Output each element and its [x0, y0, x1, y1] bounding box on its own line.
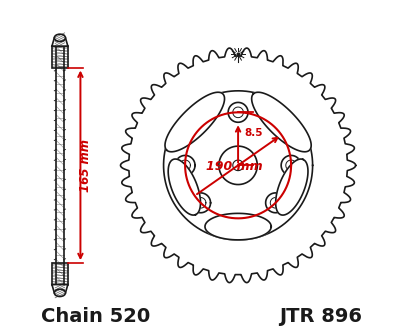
Text: 8.5: 8.5	[244, 128, 262, 138]
Polygon shape	[52, 38, 68, 46]
Polygon shape	[205, 213, 271, 240]
Polygon shape	[165, 92, 224, 152]
Polygon shape	[52, 285, 68, 293]
Polygon shape	[276, 159, 308, 215]
Polygon shape	[252, 92, 311, 152]
Ellipse shape	[54, 34, 66, 41]
Polygon shape	[168, 159, 200, 215]
Text: 165 mm: 165 mm	[79, 139, 92, 192]
Text: 190 mm: 190 mm	[206, 160, 263, 173]
Ellipse shape	[54, 289, 66, 297]
Text: JTR 896: JTR 896	[279, 307, 362, 326]
Text: Chain 520: Chain 520	[41, 307, 150, 326]
